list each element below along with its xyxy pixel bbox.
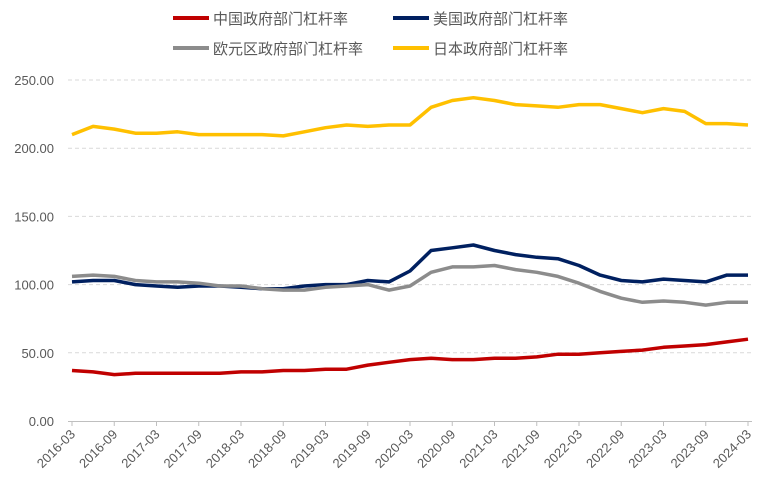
x-tick-label: 2016-03: [34, 427, 78, 471]
x-tick-label: 2017-09: [161, 427, 205, 471]
y-tick-label: 150.00: [14, 209, 54, 224]
y-tick-label: 0.00: [29, 414, 54, 429]
x-tick-label: 2018-09: [245, 427, 289, 471]
legend-label: 欧元区政府部门杠杆率: [213, 40, 363, 58]
y-tick-label: 50.00: [21, 346, 54, 361]
y-tick-label: 250.00: [14, 73, 54, 88]
x-tick-label: 2021-09: [499, 427, 543, 471]
x-tick-label: 2021-03: [456, 427, 500, 471]
y-tick-label: 200.00: [14, 141, 54, 156]
legend-label: 日本政府部门杠杆率: [433, 40, 568, 58]
x-tick-label: 2022-03: [541, 427, 585, 471]
x-axis: 2016-032016-092017-032017-092018-032018-…: [34, 421, 754, 471]
series-line-0: [71, 337, 749, 377]
y-axis: 0.00 50.00 100.00 150.00 200.00 250.00: [14, 73, 54, 429]
legend-label: 中国政府部门杠杆率: [213, 10, 348, 28]
x-tick-label: 2020-03: [372, 427, 416, 471]
x-tick-label: 2024-03: [710, 427, 754, 471]
x-tick-label: 2020-09: [414, 427, 458, 471]
x-tick-label: 2016-09: [76, 427, 120, 471]
x-tick-label: 2023-03: [625, 427, 669, 471]
x-tick-label: 2023-09: [668, 427, 712, 471]
x-tick-label: 2019-03: [287, 427, 331, 471]
x-tick-label: 2018-03: [203, 427, 247, 471]
x-tick-label: 2019-09: [330, 427, 374, 471]
x-tick-label: 2017-03: [118, 427, 162, 471]
series-line-3: [71, 95, 749, 138]
gridlines: [68, 79, 752, 354]
x-tick-label: 2022-09: [583, 427, 627, 471]
legend-label: 美国政府部门杠杆率: [433, 10, 568, 28]
series-lines: [71, 95, 749, 377]
y-tick-label: 100.00: [14, 278, 54, 293]
